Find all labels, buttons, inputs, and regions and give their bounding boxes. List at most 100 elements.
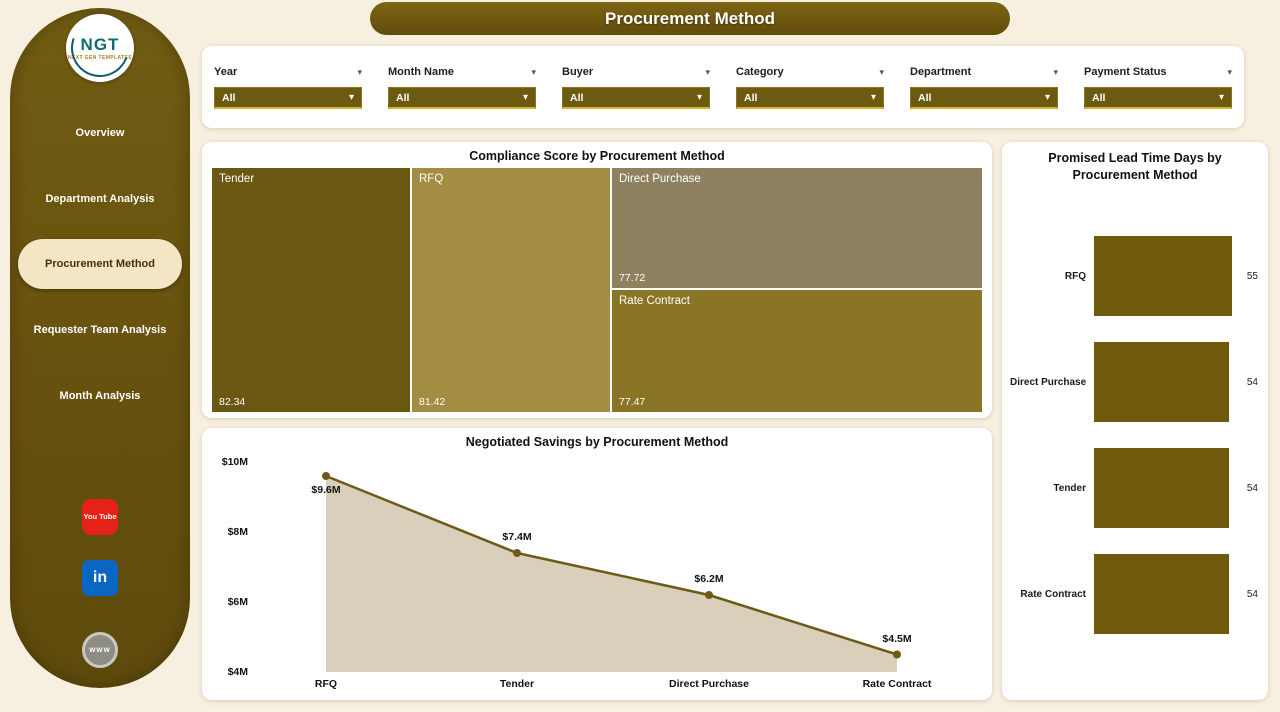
lead-bar[interactable] xyxy=(1094,342,1229,422)
globe-icon[interactable]: WWW xyxy=(82,632,118,668)
savings-title: Negotiated Savings by Procurement Method xyxy=(465,435,729,449)
filter-month-name-label: Month Name xyxy=(388,66,454,78)
filter-category: Category ▾ All ▾ xyxy=(736,66,884,128)
logo-brand: NGT xyxy=(80,34,120,54)
treemap-cell-label: Tender xyxy=(219,173,255,185)
savings-area-svg xyxy=(322,472,901,672)
lead-category-label: RFQ xyxy=(1064,270,1086,282)
ngt-logo: NGT NEXT GEN TEMPLATES xyxy=(61,9,139,87)
filter-buyer: Buyer ▾ All ▾ xyxy=(562,66,710,128)
filter-year-value: All xyxy=(222,91,236,104)
lead-value-label: 54 xyxy=(1246,482,1258,494)
chevron-down-icon[interactable]: ▾ xyxy=(705,66,710,77)
filter-category-label: Category xyxy=(736,66,784,78)
lead-bar[interactable] xyxy=(1094,554,1229,634)
lead-time-chart: RFQ 55 Direct Purchase 54 Tender 54 Rate… xyxy=(1010,236,1260,634)
filter-category-value: All xyxy=(744,91,758,104)
linkedin-icon[interactable]: in xyxy=(82,560,118,596)
lead-row: RFQ 55 xyxy=(1010,236,1260,316)
sidebar-item-overview[interactable]: Overview xyxy=(75,127,125,139)
lead-value-label: 55 xyxy=(1246,270,1258,282)
treemap-cell-direct-purchase[interactable]: Direct Purchase 77.72 xyxy=(612,168,982,288)
chevron-down-icon: ▾ xyxy=(348,92,354,103)
treemap-cell-label: Rate Contract xyxy=(619,295,690,307)
treemap-cell-value: 77.72 xyxy=(619,272,646,284)
youtube-icon[interactable]: You Tube xyxy=(82,499,118,535)
treemap-cell-label: Direct Purchase xyxy=(619,173,701,185)
lead-bar[interactable] xyxy=(1094,448,1229,528)
chevron-down-icon: ▾ xyxy=(1218,92,1224,103)
savings-plot: $10M $8M $6M $4M RFQ Tender Direct Purch… xyxy=(202,428,992,700)
logo-ring xyxy=(61,9,139,87)
x-label: RFQ xyxy=(314,678,338,690)
page-title-text: Procurement Method xyxy=(604,8,776,28)
savings-point-label: $9.6M xyxy=(311,484,341,496)
y-tick: $8M xyxy=(227,526,248,538)
filter-year-dropdown[interactable]: All ▾ xyxy=(214,87,362,109)
savings-data-point[interactable] xyxy=(322,472,330,480)
filter-category-dropdown[interactable]: All ▾ xyxy=(736,87,884,109)
lead-value-label: 54 xyxy=(1246,588,1258,600)
filter-bar: Year ▾ All ▾ Month Name ▾ All ▾ Buyer ▾ … xyxy=(202,46,1244,128)
savings-point-label: $4.5M xyxy=(882,632,912,645)
treemap-cell-label: RFQ xyxy=(419,173,444,185)
sidebar-item-department-analysis[interactable]: Department Analysis xyxy=(45,193,155,205)
treemap-title: Compliance Score by Procurement Method xyxy=(469,149,725,163)
sidebar-item-month-analysis[interactable]: Month Analysis xyxy=(59,390,141,402)
linkedin-icon-label: in xyxy=(92,569,108,586)
lead-time-card: Promised Lead Time Days by Procurement M… xyxy=(1002,142,1268,700)
savings-data-point[interactable] xyxy=(513,549,521,557)
filter-department: Department ▾ All ▾ xyxy=(910,66,1058,128)
lead-row: Direct Purchase 54 xyxy=(1010,342,1260,422)
chevron-down-icon: ▾ xyxy=(696,92,702,103)
lead-category-label: Tender xyxy=(1053,482,1086,494)
treemap-cell-rate-contract[interactable]: Rate Contract 77.47 xyxy=(612,290,982,412)
chevron-down-icon[interactable]: ▾ xyxy=(531,66,536,77)
sidebar-item-requester-team-analysis[interactable]: Requester Team Analysis xyxy=(33,324,167,336)
filter-year: Year ▾ All ▾ xyxy=(214,66,362,128)
chevron-down-icon: ▾ xyxy=(522,92,528,103)
y-tick: $4M xyxy=(227,666,248,678)
compliance-treemap-card: Compliance Score by Procurement Method T… xyxy=(202,142,992,418)
chevron-down-icon[interactable]: ▾ xyxy=(879,66,884,77)
youtube-icon-label: You Tube xyxy=(83,512,117,521)
page-title: Procurement Method xyxy=(370,2,1010,35)
treemap-cell-tender[interactable]: Tender 82.34 xyxy=(212,168,410,412)
filter-payment-status-value: All xyxy=(1092,91,1106,104)
savings-data-point[interactable] xyxy=(893,650,901,659)
y-tick: $6M xyxy=(227,596,248,608)
filter-month-name-value: All xyxy=(396,91,410,104)
lead-row: Rate Contract 54 xyxy=(1010,554,1260,634)
filter-buyer-dropdown[interactable]: All ▾ xyxy=(562,87,710,109)
globe-icon-label: WWW xyxy=(89,646,111,654)
chevron-down-icon[interactable]: ▾ xyxy=(1227,66,1232,77)
chevron-down-icon[interactable]: ▾ xyxy=(357,66,362,77)
treemap-cell-rfq[interactable]: RFQ 81.42 xyxy=(412,168,610,412)
filter-month-name: Month Name ▾ All ▾ xyxy=(388,66,536,128)
savings-data-point[interactable] xyxy=(705,591,713,599)
savings-point-label: $6.2M xyxy=(694,573,724,585)
filter-payment-status-dropdown[interactable]: All ▾ xyxy=(1084,87,1232,109)
sidebar-item-procurement-method[interactable]: Procurement Method xyxy=(18,239,182,289)
filter-department-dropdown[interactable]: All ▾ xyxy=(910,87,1058,109)
compliance-treemap: Tender 82.34 RFQ 81.42 Direct Purchase 7… xyxy=(212,168,982,412)
lead-value-label: 54 xyxy=(1246,376,1258,388)
x-label: Tender xyxy=(499,678,535,690)
filter-buyer-value: All xyxy=(570,91,584,104)
chevron-down-icon: ▾ xyxy=(870,92,876,103)
logo-subtitle: NEXT GEN TEMPLATES xyxy=(67,54,133,61)
savings-point-label: $7.4M xyxy=(502,531,532,543)
lead-bar[interactable] xyxy=(1094,236,1232,316)
lead-category-label: Rate Contract xyxy=(1020,588,1086,600)
filter-department-value: All xyxy=(918,91,932,104)
x-label: Rate Contract xyxy=(862,678,932,690)
filter-month-name-dropdown[interactable]: All ▾ xyxy=(388,87,536,109)
treemap-cell-value: 77.47 xyxy=(619,396,646,408)
treemap-cell-value: 82.34 xyxy=(219,396,246,408)
chevron-down-icon[interactable]: ▾ xyxy=(1053,66,1058,77)
sidebar: NGT NEXT GEN TEMPLATES Overview Departme… xyxy=(10,8,190,688)
y-tick: $10M xyxy=(221,456,248,468)
x-label: Direct Purchase xyxy=(669,678,749,690)
treemap-cell-value: 81.42 xyxy=(419,396,446,408)
filter-department-label: Department xyxy=(910,66,972,78)
